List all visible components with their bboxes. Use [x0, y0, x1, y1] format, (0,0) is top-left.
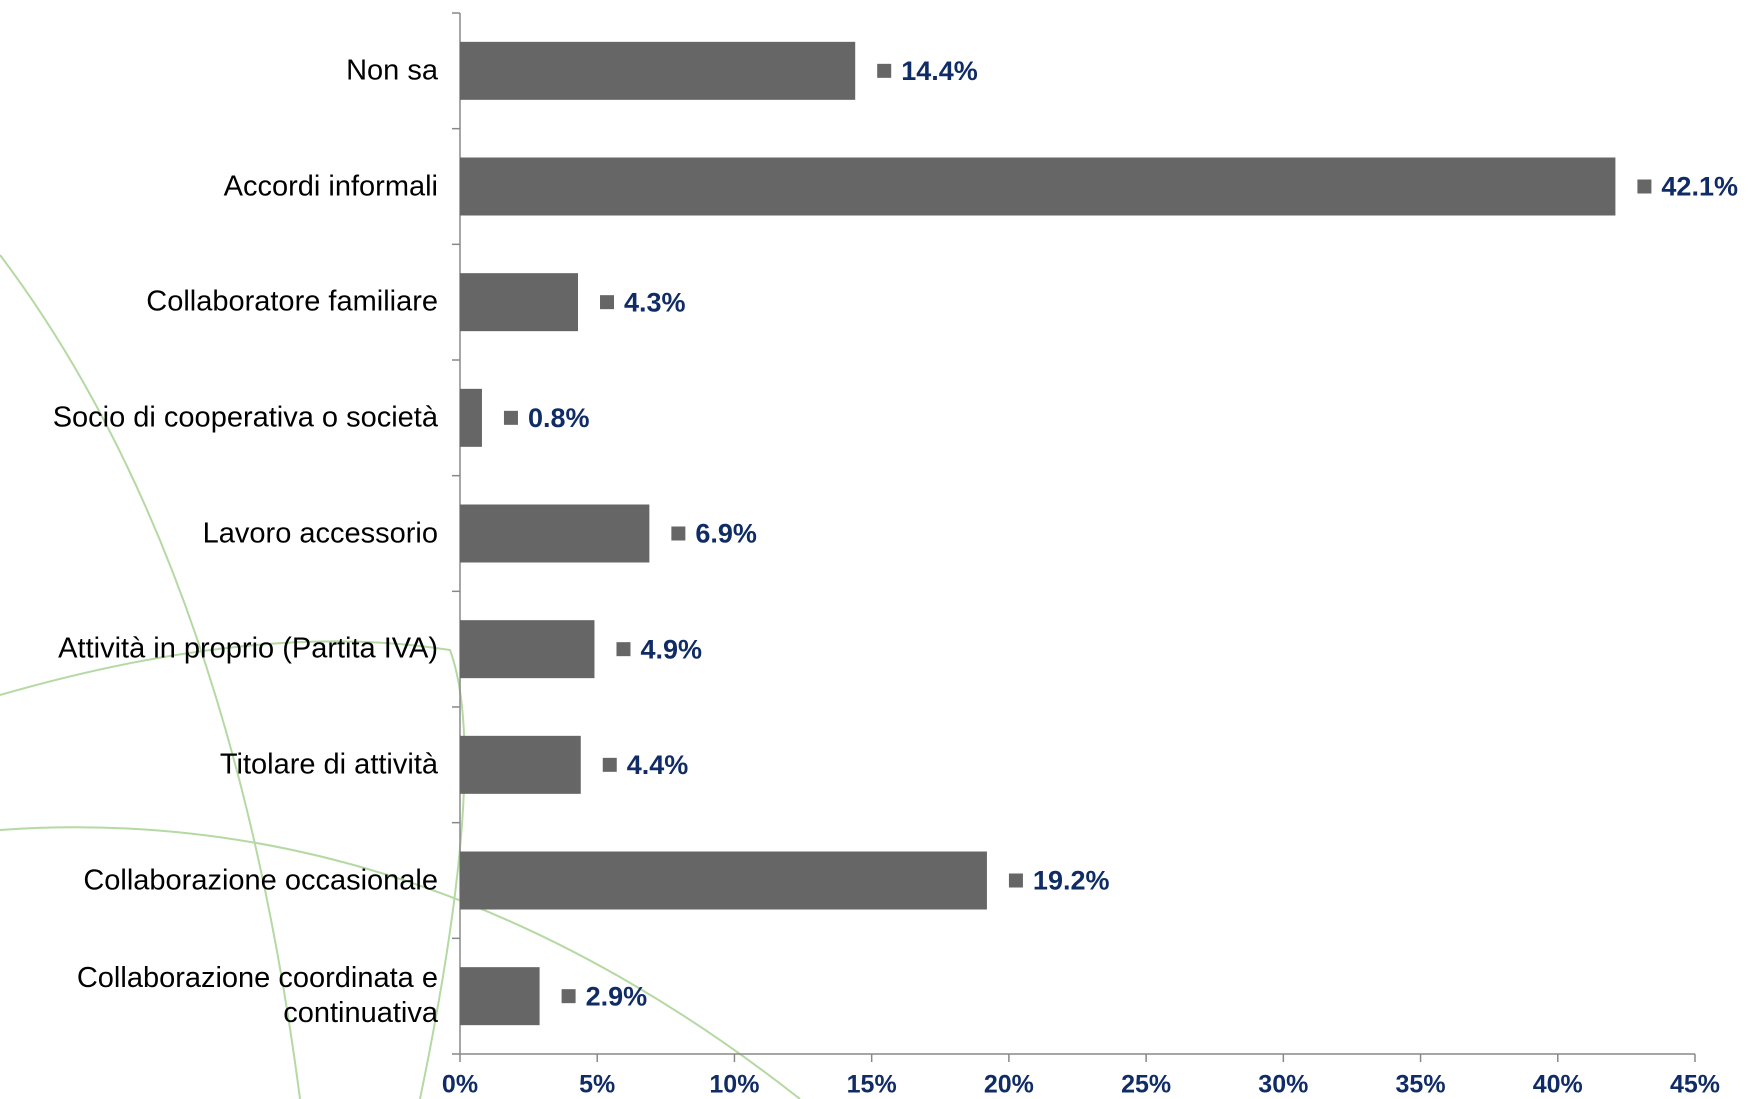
- category-label: Attività in proprio (Partita IVA): [8, 632, 438, 667]
- label-marker: [616, 642, 630, 656]
- bar: [460, 736, 581, 794]
- x-tick-label: 35%: [1396, 1071, 1446, 1099]
- category-label: Socio di cooperativa o società: [8, 400, 438, 435]
- value-label: 0.8%: [528, 403, 590, 433]
- value-label: 4.4%: [627, 750, 689, 780]
- bar: [460, 620, 594, 678]
- bar: [460, 158, 1615, 216]
- value-label: 4.9%: [640, 634, 702, 664]
- label-marker: [562, 989, 576, 1003]
- x-tick-label: 5%: [579, 1071, 615, 1099]
- label-marker: [504, 411, 518, 425]
- x-tick-label: 15%: [847, 1071, 897, 1099]
- bar: [460, 42, 855, 100]
- bar: [460, 852, 987, 910]
- label-marker: [603, 758, 617, 772]
- x-tick-label: 0%: [442, 1071, 478, 1099]
- x-tick-label: 10%: [709, 1071, 759, 1099]
- category-label: Collaboratore familiare: [8, 285, 438, 320]
- category-label: Collaborazione coordinata e continuativa: [8, 961, 438, 1031]
- label-marker: [1009, 874, 1023, 888]
- value-label: 2.9%: [586, 981, 648, 1011]
- category-label: Collaborazione occasionale: [8, 863, 438, 898]
- x-tick-label: 20%: [984, 1071, 1034, 1099]
- bar: [460, 967, 540, 1025]
- label-marker: [1637, 180, 1651, 194]
- x-tick-label: 25%: [1121, 1071, 1171, 1099]
- label-marker: [600, 295, 614, 309]
- x-tick-label: 40%: [1533, 1071, 1583, 1099]
- category-label: Accordi informali: [8, 169, 438, 204]
- bar: [460, 273, 578, 331]
- value-label: 4.3%: [624, 287, 686, 317]
- label-marker: [877, 64, 891, 78]
- bar: [460, 389, 482, 447]
- value-label: 6.9%: [695, 519, 757, 549]
- category-label: Lavoro accessorio: [8, 516, 438, 551]
- value-label: 14.4%: [901, 56, 978, 86]
- x-tick-label: 30%: [1258, 1071, 1308, 1099]
- value-label: 42.1%: [1661, 172, 1738, 202]
- bar: [460, 505, 649, 563]
- category-label: Non sa: [8, 53, 438, 88]
- page: 0% 5% 10% 15% 20% 25% 30% 35% 40% 45% 14.4% 42.1% 4.…: [0, 0, 1758, 1099]
- value-label: 19.2%: [1033, 866, 1110, 896]
- category-label: Titolare di attività: [8, 747, 438, 782]
- x-tick-label: 45%: [1670, 1071, 1720, 1099]
- label-marker: [671, 527, 685, 541]
